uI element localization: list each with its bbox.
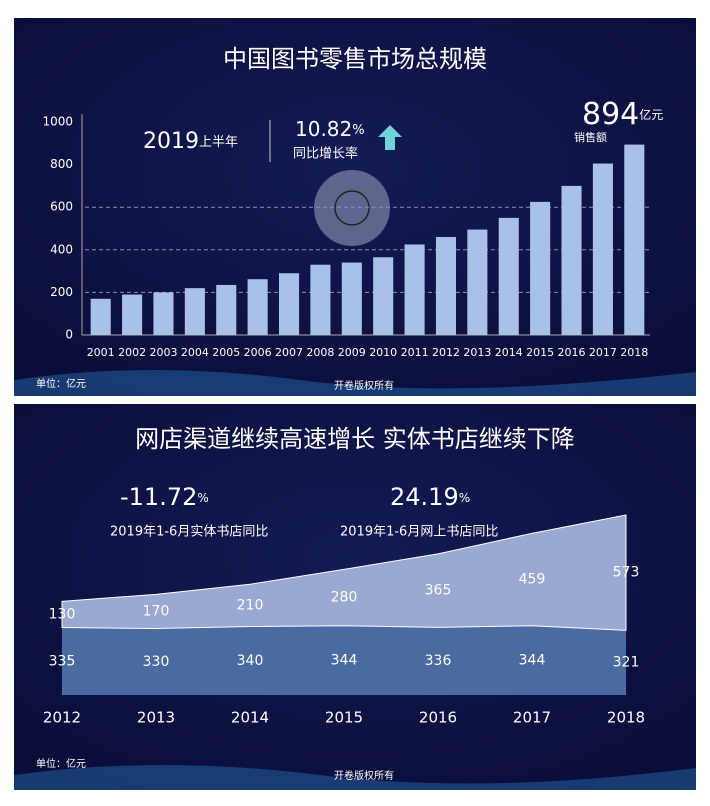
data-label: 330 xyxy=(143,654,170,670)
annotation: 24.19% xyxy=(390,483,470,511)
bar xyxy=(404,244,425,335)
data-label: 344 xyxy=(519,652,546,668)
bar xyxy=(341,262,362,335)
wave xyxy=(14,370,696,396)
x-tick-label: 2015 xyxy=(526,346,554,359)
x-tick-label: 2007 xyxy=(275,346,303,359)
bar xyxy=(498,217,519,335)
x-tick-label: 2016 xyxy=(419,709,457,727)
y-tick-label: 400 xyxy=(50,242,73,256)
x-tick-label: 2014 xyxy=(231,709,269,727)
annotation-year: 2019 xyxy=(143,129,199,154)
x-tick-label: 2008 xyxy=(306,346,334,359)
bar xyxy=(247,279,268,335)
unit-note: 单位：亿元 xyxy=(36,377,86,390)
annotation-growth: 10.82 xyxy=(295,117,352,141)
annotation: 2019上半年 xyxy=(143,129,238,154)
up-arrow-icon xyxy=(378,125,402,150)
x-tick-label: 2018 xyxy=(607,709,645,727)
x-tick-label: 2009 xyxy=(338,346,366,359)
bar xyxy=(467,229,488,335)
bar xyxy=(278,273,300,335)
data-label: 321 xyxy=(613,655,640,671)
x-tick-label: 2012 xyxy=(432,346,460,359)
annotation: -11.72% xyxy=(120,483,209,511)
bar xyxy=(435,237,457,335)
data-label: 336 xyxy=(425,653,452,669)
y-tick-label: 800 xyxy=(50,157,73,171)
annotation-total: 894 xyxy=(582,97,639,132)
x-tick-label: 2012 xyxy=(43,709,81,727)
data-label: 340 xyxy=(237,653,264,669)
annotation-label: 2019年1-6月实体书店同比 xyxy=(110,525,268,540)
data-label: 130 xyxy=(49,606,76,622)
y-tick-label: 200 xyxy=(50,285,73,299)
data-label: 573 xyxy=(613,565,640,581)
decor-circle xyxy=(314,170,390,246)
x-tick-label: 2016 xyxy=(558,346,586,359)
bar xyxy=(310,264,331,335)
y-tick-label: 600 xyxy=(50,200,73,214)
bar xyxy=(122,294,143,335)
x-tick-label: 2002 xyxy=(118,346,146,359)
x-tick-label: 2005 xyxy=(212,346,240,359)
bar xyxy=(184,288,205,335)
annotation-label: 销售额 xyxy=(574,130,607,144)
annotation-label: 2019年1-6月网上书店同比 xyxy=(340,525,498,540)
x-tick-label: 2010 xyxy=(369,346,397,359)
annotation-unit: % xyxy=(459,491,470,505)
annotation: 10.82% xyxy=(295,117,365,141)
unit-note: 单位：亿元 xyxy=(36,757,86,770)
annotation-offline: -11.72 xyxy=(120,483,197,511)
x-tick-label: 2011 xyxy=(401,346,429,359)
x-tick-label: 2001 xyxy=(87,346,115,359)
x-tick-label: 2015 xyxy=(325,709,363,727)
x-tick-label: 2014 xyxy=(495,346,523,359)
copyright: 开卷版权所有 xyxy=(334,379,394,392)
copyright: 开卷版权所有 xyxy=(334,769,394,782)
x-tick-label: 2004 xyxy=(181,346,209,359)
bar xyxy=(90,298,111,335)
annotation: 894亿元 xyxy=(582,97,663,132)
bar xyxy=(373,257,394,335)
annotation-period: 上半年 xyxy=(199,135,238,150)
bar xyxy=(624,144,645,335)
x-tick-label: 2018 xyxy=(620,346,648,359)
x-tick-label: 2017 xyxy=(513,709,551,727)
x-tick-label: 2006 xyxy=(244,346,272,359)
bar xyxy=(561,185,582,335)
data-label: 459 xyxy=(519,572,546,588)
data-label: 210 xyxy=(237,597,264,613)
bar xyxy=(216,284,237,335)
bar xyxy=(592,163,613,335)
y-tick-label: 1000 xyxy=(42,115,73,129)
annotation-label: 同比增长率 xyxy=(293,146,358,162)
bar xyxy=(530,201,551,335)
wave xyxy=(14,765,696,790)
area xyxy=(62,625,626,695)
chart-title: 中国图书零售市场总规模 xyxy=(223,45,487,73)
annotation-unit: % xyxy=(197,491,208,505)
chart-title: 网店渠道继续高速增长 实体书店继续下降 xyxy=(135,425,575,453)
x-tick-label: 2003 xyxy=(149,346,177,359)
data-label: 365 xyxy=(425,583,452,599)
annotation-online: 24.19 xyxy=(390,483,459,511)
x-tick-label: 2013 xyxy=(463,346,491,359)
data-label: 344 xyxy=(331,652,358,668)
bar xyxy=(153,292,174,335)
data-label: 335 xyxy=(49,653,76,669)
x-tick-label: 2013 xyxy=(137,709,175,727)
annotation-unit: 亿元 xyxy=(639,107,663,122)
annotation-unit: % xyxy=(352,123,364,138)
area xyxy=(61,514,627,631)
x-tick-label: 2017 xyxy=(589,346,617,359)
data-label: 280 xyxy=(331,590,358,606)
data-label: 170 xyxy=(143,603,170,619)
y-tick-label: 0 xyxy=(65,328,73,342)
decor-circle xyxy=(334,190,370,226)
